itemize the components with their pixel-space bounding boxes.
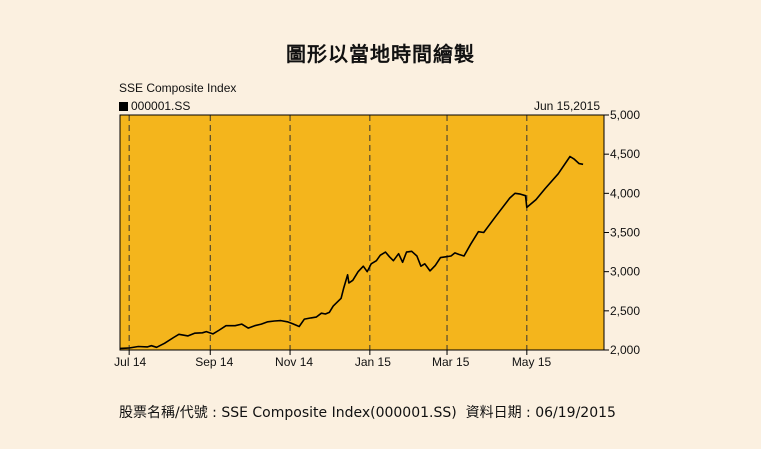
x-tick-label: May 15 <box>512 355 552 369</box>
plot-border <box>119 114 605 351</box>
legend-label: 000001.SS <box>131 99 191 113</box>
legend: 000001.SS <box>119 99 190 113</box>
plot-area <box>120 115 604 350</box>
legend-swatch <box>119 101 128 111</box>
index-name: SSE Composite Index <box>119 81 237 95</box>
series-line <box>119 155 584 350</box>
y-tick-label: 4,000 <box>610 186 640 200</box>
y-tick-label: 5,000 <box>610 108 640 122</box>
y-tick-label: 4,500 <box>610 147 640 161</box>
x-tick-label: Sep 14 <box>195 355 233 369</box>
y-tick-label: 3,000 <box>610 265 640 279</box>
y-tick-label: 2,000 <box>610 343 640 357</box>
x-tick-label: Nov 14 <box>275 355 313 369</box>
x-tick-label: Jan 15 <box>355 355 391 369</box>
y-tick-label: 3,500 <box>610 226 640 240</box>
footer-info: 股票名稱/代號 : SSE Composite Index(000001.SS)… <box>119 405 616 421</box>
chart-page-title: 圖形以當地時間繪製 <box>286 42 475 66</box>
date-label: Jun 15,2015 <box>533 99 600 113</box>
y-tick-label: 2,500 <box>610 304 640 318</box>
x-tick-label: Mar 15 <box>432 355 470 369</box>
x-tick-label: Jul 14 <box>114 355 146 369</box>
